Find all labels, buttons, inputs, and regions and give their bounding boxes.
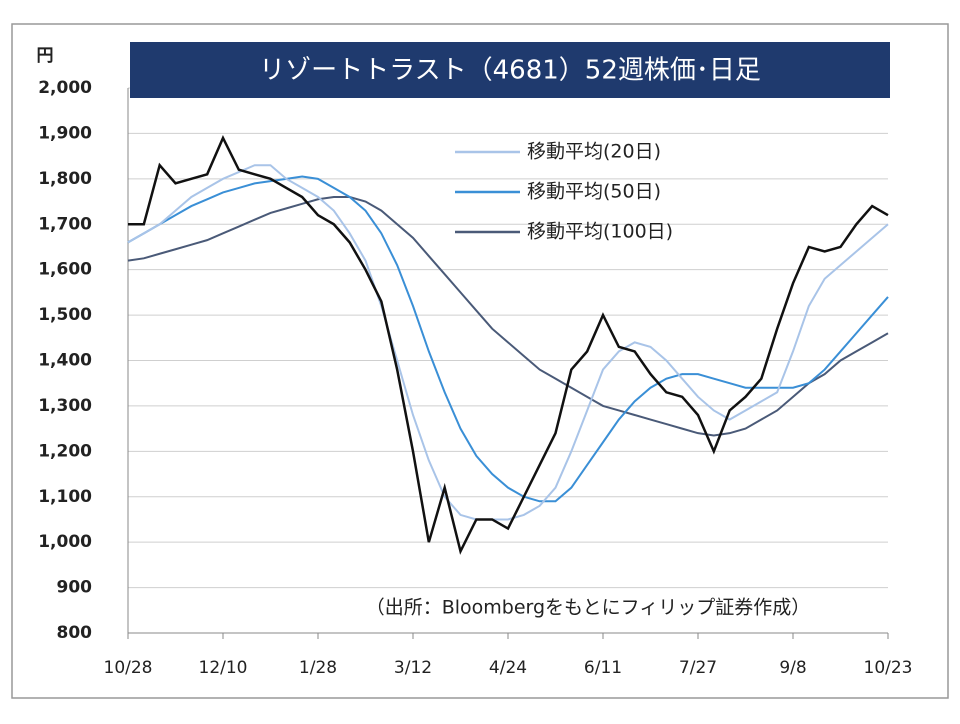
y-tick-label: 1,400: [38, 351, 92, 371]
y-tick-label: 1,100: [38, 487, 92, 507]
source-note: （出所：Bloombergをもとにフィリップ証券作成）: [366, 597, 811, 619]
y-tick-label: 1,700: [38, 214, 92, 234]
chart-title: リゾートトラスト（4681）52週株価･日足: [259, 56, 761, 86]
y-tick-label: 2,000: [38, 78, 92, 98]
x-tick-label: 10/23: [864, 658, 913, 678]
series-line: [127, 196, 889, 437]
x-tick-label: 9/8: [779, 658, 806, 678]
y-tick-label: 1,300: [38, 396, 92, 416]
y-tick-label: 1,500: [38, 305, 92, 325]
title-box: [130, 42, 890, 98]
x-tick-label: 6/11: [584, 658, 622, 678]
y-tick-label: 900: [57, 578, 93, 598]
series-line: [127, 175, 889, 503]
series-line: [128, 135, 889, 555]
y-tick-label: 1,900: [38, 123, 92, 143]
x-tick-label: 10/28: [104, 658, 153, 678]
legend-label: 移動平均(100日): [527, 221, 673, 243]
x-tick-label: 4/24: [489, 658, 527, 678]
y-tick-label: 1,600: [38, 260, 92, 280]
y-unit: 円: [37, 46, 54, 66]
legend-label: 移動平均(50日): [527, 181, 661, 203]
x-tick-label: 3/12: [394, 658, 432, 678]
series-line: [127, 164, 889, 521]
x-tick-label: 12/10: [199, 658, 248, 678]
legend-label: 移動平均(20日): [527, 141, 661, 163]
y-tick-label: 1,800: [38, 169, 92, 189]
y-tick-label: 800: [57, 623, 93, 643]
y-tick-label: 1,000: [38, 532, 92, 552]
x-tick-label: 1/28: [299, 658, 337, 678]
x-tick-label: 7/27: [679, 658, 717, 678]
y-tick-label: 1,200: [38, 441, 92, 461]
